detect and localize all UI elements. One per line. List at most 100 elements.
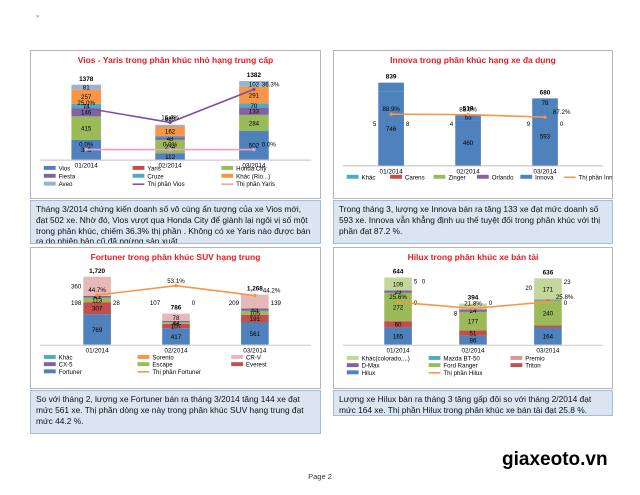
legend-swatch xyxy=(390,174,402,179)
side-data-label: 209 xyxy=(229,300,240,307)
legend-label: Yaris xyxy=(147,165,160,172)
legend-label: Khác(colorado,...) xyxy=(362,355,410,362)
legend-swatch xyxy=(221,165,234,170)
extra-data-label: 20 xyxy=(525,285,532,292)
x-tick-label: 03/2014 xyxy=(533,168,557,175)
share-point xyxy=(174,284,178,288)
legend-swatch xyxy=(137,354,150,359)
suv-chart-panel: Fortuner trong phân khúc SUV hạng trung 7… xyxy=(30,247,321,389)
bar-segment xyxy=(83,276,111,296)
bar-data-label: 48 xyxy=(167,136,174,143)
legend-swatch xyxy=(510,355,523,360)
x-tick-label: 01/2014 xyxy=(380,168,404,175)
bar-data-label: 32 xyxy=(173,319,180,326)
bar-segment xyxy=(459,335,487,345)
bar-segment xyxy=(71,84,102,90)
top-data-label: 23 xyxy=(564,279,571,286)
bar-data-label: 191 xyxy=(250,316,261,323)
bar-segment xyxy=(155,137,185,140)
legend-swatch xyxy=(433,174,446,179)
legend-label: Mazda BT-50 xyxy=(443,355,480,362)
chart-title: Hilux trong phân khúc xe bán tải xyxy=(408,252,539,262)
legend-label: Thị phần Vios xyxy=(147,181,184,188)
bar-segment xyxy=(241,310,269,315)
share-point xyxy=(252,87,256,92)
share-point xyxy=(389,112,393,116)
bar-data-label: 284 xyxy=(249,120,260,127)
legend-label: Khác (Rio...) xyxy=(236,173,270,180)
chart-title: Fortuner trong phân khúc SUV hạng trung xyxy=(91,252,261,262)
suv-description: So với tháng 2, lượng xe Fortuner bán ra… xyxy=(30,390,321,434)
legend-swatch xyxy=(221,173,234,178)
legend-label: D-Max xyxy=(362,363,380,370)
share-point xyxy=(543,115,547,119)
bar-segment xyxy=(162,328,190,345)
legend-label: Honda City xyxy=(236,165,267,172)
bar-total-label: 394 xyxy=(468,295,479,302)
legend-swatch xyxy=(137,362,150,367)
bar-segment xyxy=(155,135,185,138)
bar-segment xyxy=(532,98,558,107)
legend-label: Vios xyxy=(59,165,71,172)
bar-segment xyxy=(384,290,412,293)
legend-swatch xyxy=(43,369,56,374)
legend-label: Thị phần Innova xyxy=(579,174,612,181)
page-number: Page 2 xyxy=(308,472,332,481)
bar-data-label: 70 xyxy=(250,103,257,110)
legend-label: Thị phần Yaris xyxy=(236,181,275,188)
bar-segment xyxy=(239,81,269,87)
bar-segment xyxy=(241,294,269,309)
bar-data-label: 460 xyxy=(463,140,474,147)
bar-data-label: 291 xyxy=(249,93,260,100)
bar-data-label: 769 xyxy=(92,327,103,334)
bar-total-label: 839 xyxy=(386,74,397,81)
bar-segment xyxy=(534,300,562,326)
bar-data-label: 113 xyxy=(92,297,102,304)
bar-segment xyxy=(162,323,190,329)
bar-segment xyxy=(455,120,481,166)
bar-data-label: 24 xyxy=(470,308,477,315)
bar-total-label: 1,268 xyxy=(247,286,263,293)
bar-data-label: 23 xyxy=(395,289,402,296)
bar-segment xyxy=(459,311,487,331)
corner-mark: » xyxy=(36,14,40,20)
side-data-label: 8 xyxy=(406,121,410,128)
x-tick-label: 03/2014 xyxy=(242,162,266,169)
bar-segment xyxy=(239,86,269,104)
legend-swatch xyxy=(428,363,441,368)
share-data-label: 44.7% xyxy=(88,287,106,294)
x-tick-label: 03/2014 xyxy=(536,348,560,355)
side-data-label: 139 xyxy=(271,300,282,307)
legend-label: Fiesta xyxy=(59,173,76,180)
x-tick-label: 03/2014 xyxy=(243,348,267,355)
legend-label: Thị phần Hilux xyxy=(443,370,482,377)
share-point xyxy=(168,120,172,125)
x-tick-label: 01/2014 xyxy=(86,348,110,355)
bar-segment xyxy=(71,116,102,140)
share-data-label: 16.4% xyxy=(161,114,179,121)
legend-label: Escape xyxy=(152,362,173,369)
extra-data-label: 360 xyxy=(71,284,82,291)
bar-data-label: 112 xyxy=(165,154,175,161)
bar-segment xyxy=(71,89,102,104)
legend-label: Ford Ranger xyxy=(443,363,477,370)
legend-swatch xyxy=(231,354,244,359)
share-point xyxy=(546,300,550,304)
legend-label: Orlando xyxy=(492,174,514,181)
x-tick-label: 01/2014 xyxy=(75,162,99,169)
share-point xyxy=(466,112,470,117)
legend-label: CR-V xyxy=(246,354,262,361)
legend-swatch xyxy=(346,174,359,179)
share-point xyxy=(252,147,256,152)
bar-data-label: 177 xyxy=(468,319,479,326)
bar-data-label: 417 xyxy=(171,334,182,341)
share-data-label: 88.6% xyxy=(459,107,477,114)
legend-label: Innova xyxy=(535,174,554,181)
bar-segment xyxy=(384,321,412,328)
legend-label: Triton xyxy=(525,363,540,370)
bar-data-label: 240 xyxy=(543,310,554,317)
bar-segment xyxy=(239,103,269,108)
bar-segment xyxy=(378,91,404,166)
mpv-description: Trong tháng 3, lượng xe Innova bán ra tă… xyxy=(333,200,613,244)
legend-swatch xyxy=(43,173,56,178)
